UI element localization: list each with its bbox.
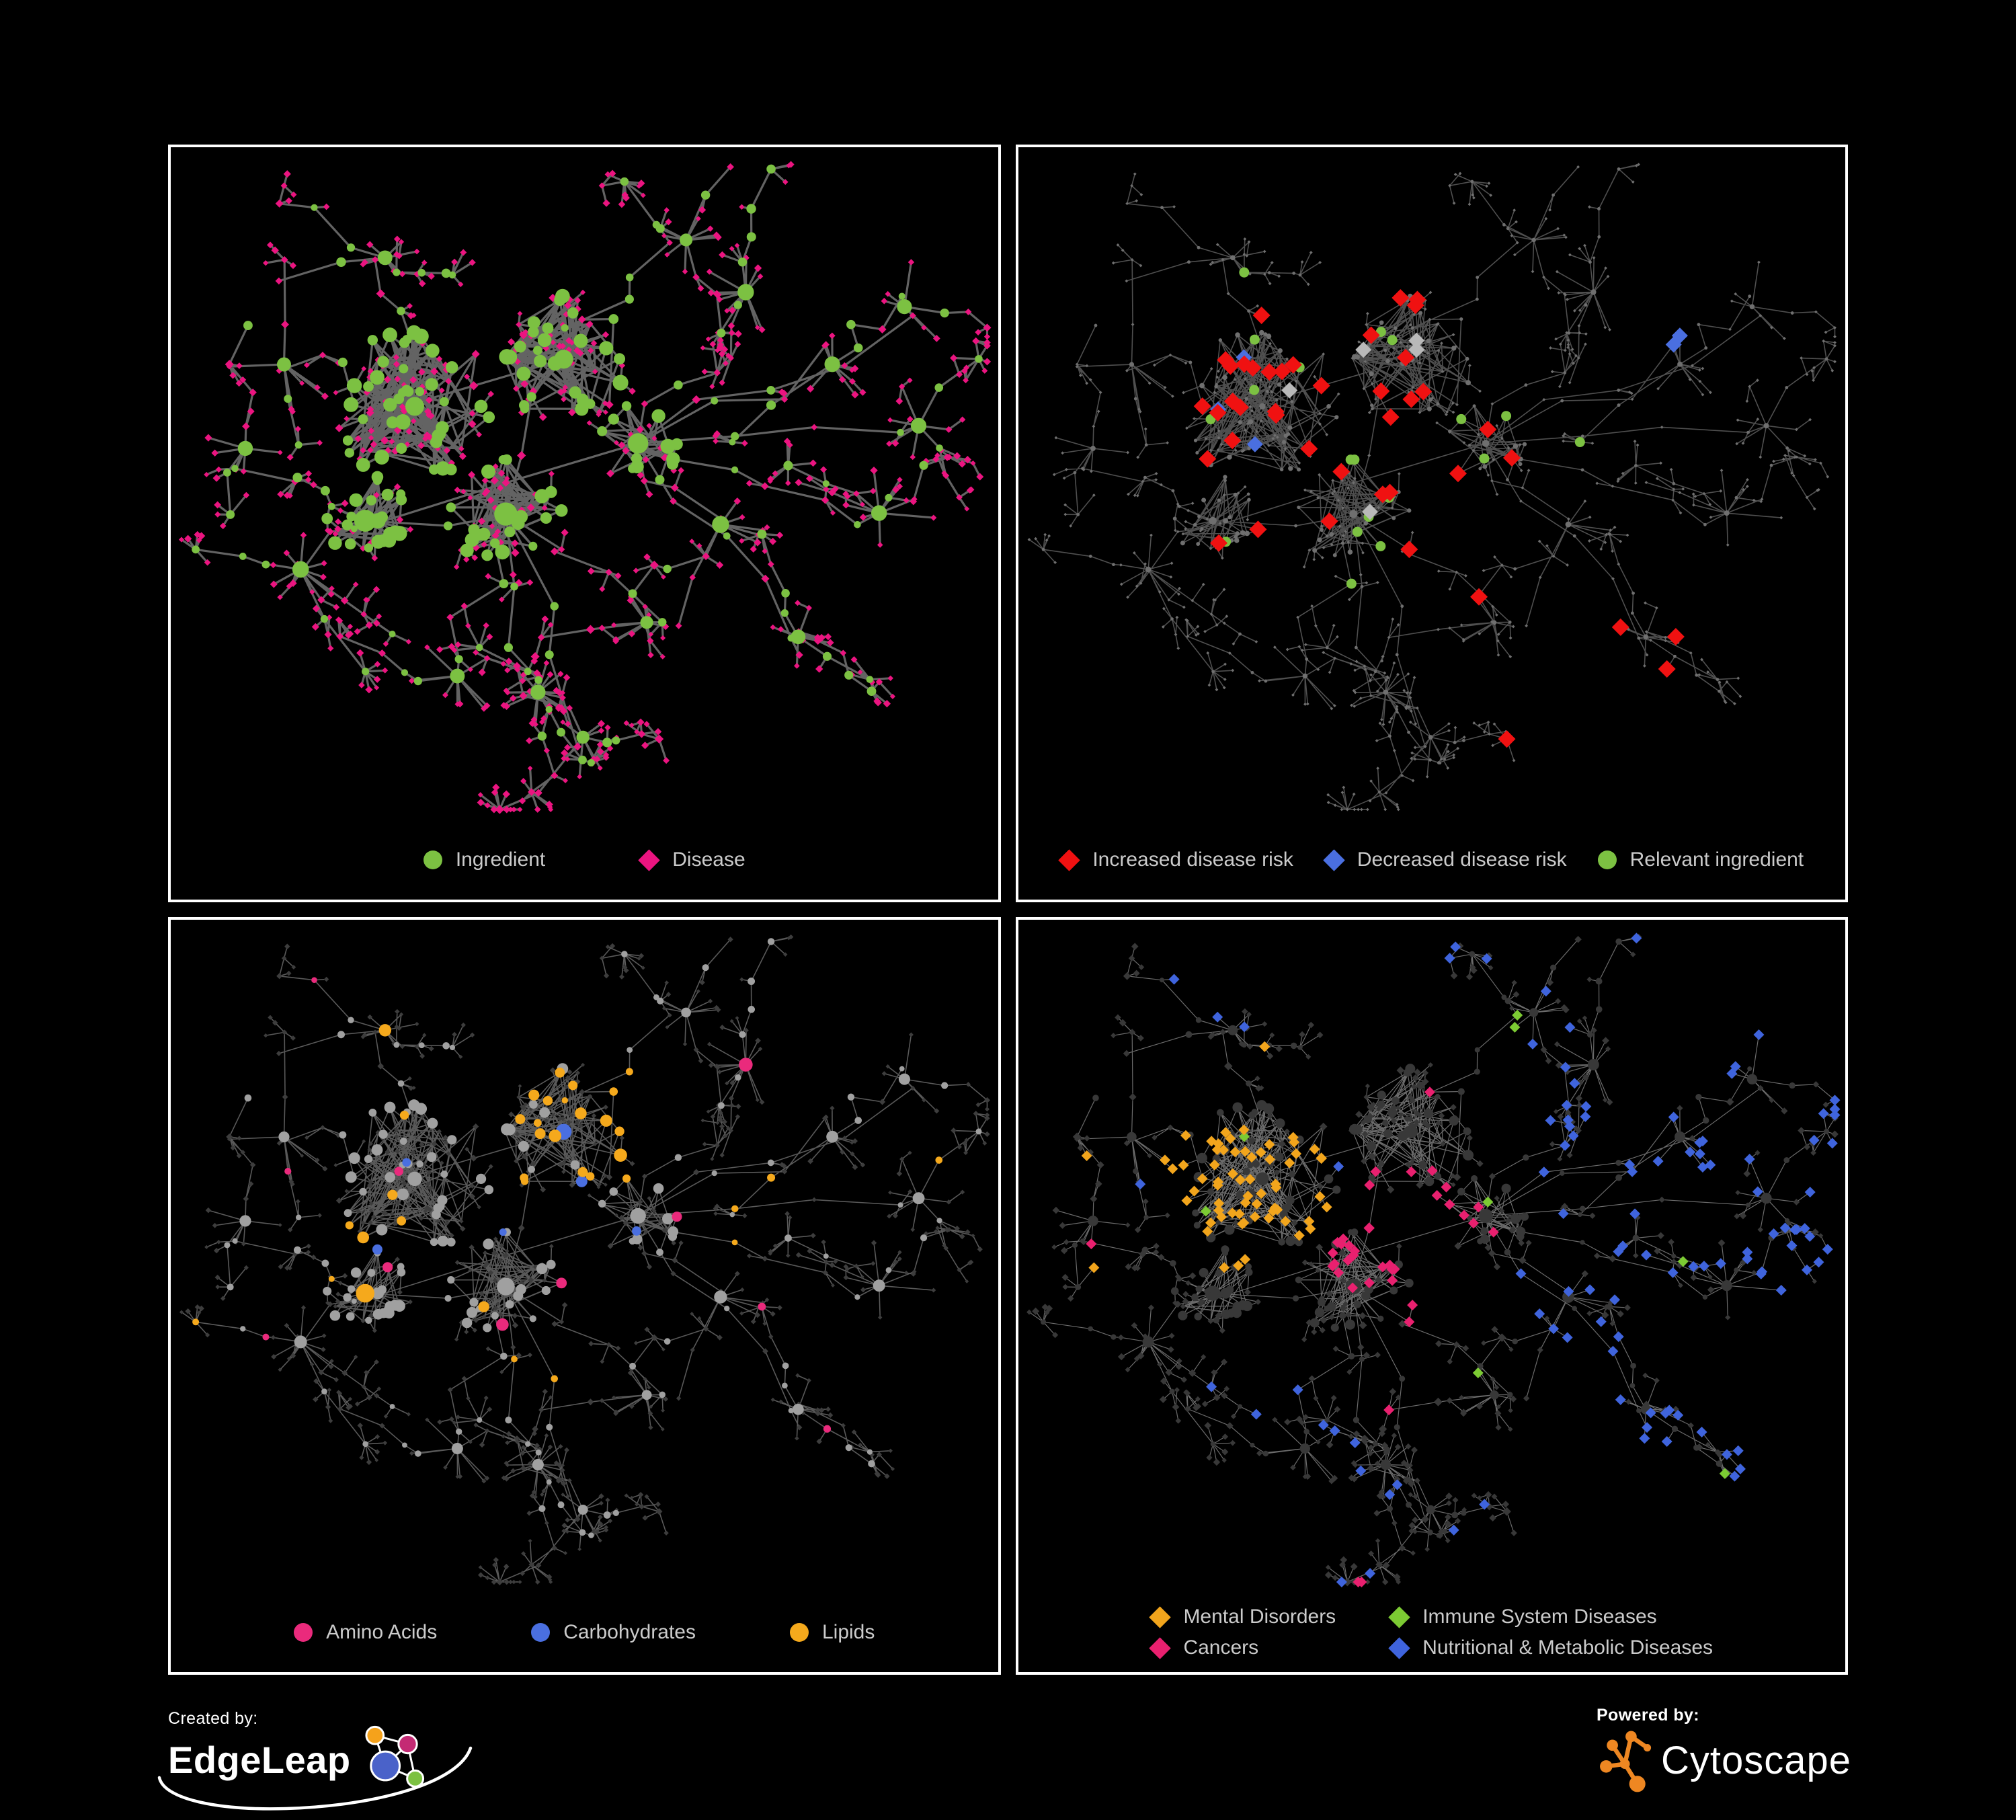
network-nutrient-classes (179, 934, 990, 1585)
legend-item-disease: Disease (638, 848, 745, 871)
legend-item-increased-disease-risk: Increased disease risk (1058, 848, 1293, 871)
legend-swatch-diamond (1323, 848, 1345, 871)
edgeleap-network-icon (365, 1725, 424, 1788)
network-disease-risk (1027, 163, 1837, 812)
legend-item-lipids: Lipids (789, 1621, 875, 1644)
legend-swatch-circle (531, 1623, 551, 1642)
legend-swatch-circle (423, 850, 442, 869)
legend-label: Immune System Diseases (1422, 1606, 1657, 1628)
legend-item-carbohydrates: Carbohydrates (531, 1621, 696, 1644)
legend-label: Nutritional & Metabolic Diseases (1422, 1636, 1713, 1659)
panel-disease-categories: Mental Disorders Immune System Diseases Ca… (1015, 917, 1848, 1675)
legend-ingredient-disease: Ingredient Disease (171, 820, 998, 900)
legend-swatch-diamond (638, 848, 661, 871)
legend-label: Cancers (1183, 1636, 1259, 1659)
created-by-label: Created by: (168, 1709, 258, 1728)
cytoscape-credit: Powered by: (1597, 1706, 1851, 1795)
legend-swatch-circle (294, 1623, 313, 1642)
powered-by-label: Powered by: (1596, 1706, 1700, 1725)
network-disease-categories (1026, 933, 1840, 1587)
legend-item-relevant-ingredient: Relevant ingredient (1597, 848, 1804, 871)
legend-swatch-diamond (1058, 848, 1081, 871)
legend-label: Amino Acids (326, 1621, 438, 1643)
legend-label: Increased disease risk (1092, 848, 1293, 871)
panel-disease-risk: Increased disease risk Decreased disease … (1015, 145, 1848, 902)
legend-disease-categories: Mental Disorders Immune System Diseases Ca… (1018, 1593, 1846, 1672)
cytoscape-network-icon (1600, 1731, 1652, 1792)
legend-label: Mental Disorders (1183, 1606, 1336, 1628)
panels-grid: Ingredient Disease Increased disease risk… (168, 145, 1848, 1675)
legend-swatch-diamond (1388, 1606, 1410, 1628)
legend-label: Carbohydrates (563, 1621, 696, 1643)
legend-item-immune-system-diseases: Immune System Diseases (1388, 1606, 1713, 1628)
legend-item-cancers: Cancers (1149, 1636, 1336, 1659)
legend-item-mental-disorders: Mental Disorders (1149, 1606, 1336, 1628)
edgeleap-logo-row: EdgeLeap (168, 1725, 430, 1792)
legend-swatch-diamond (1388, 1636, 1410, 1659)
legend-swatch-circle (1597, 850, 1617, 869)
legend-label: Lipids (821, 1621, 875, 1643)
legend-item-amino-acids: Amino Acids (294, 1621, 437, 1644)
panel-nutrient-classes: Amino Acids Carbohydrates Lipids (168, 917, 1001, 1675)
edgeleap-wordmark: EdgeLeap (168, 1739, 351, 1781)
legend-label: Relevant ingredient (1629, 848, 1804, 871)
legend-label: Ingredient (455, 848, 546, 871)
footer: Created by: EdgeLeap (157, 1692, 1851, 1811)
legend-label: Disease (672, 848, 745, 871)
legend-swatch-diamond (1149, 1606, 1172, 1628)
legend-swatch-circle (789, 1623, 809, 1642)
network-ingredient-disease (178, 161, 992, 814)
legend-swatch-diamond (1149, 1636, 1172, 1659)
legend-nutrient-classes: Amino Acids Carbohydrates Lipids (171, 1593, 998, 1672)
legend-item-nutritional-metabolic-diseases: Nutritional & Metabolic Diseases (1388, 1636, 1713, 1659)
legend-label: Decreased disease risk (1357, 848, 1567, 871)
panel-ingredient-disease: Ingredient Disease (168, 145, 1001, 902)
cytoscape-logo-row: Cytoscape (1597, 1727, 1851, 1795)
edgeleap-credit: Created by: EdgeLeap (157, 1709, 473, 1811)
legend-item-decreased-disease-risk: Decreased disease risk (1323, 848, 1567, 871)
legend-disease-risk: Increased disease risk Decreased disease … (1018, 820, 1846, 900)
legend-item-ingredient: Ingredient (423, 848, 546, 871)
cytoscape-wordmark: Cytoscape (1660, 1739, 1851, 1782)
